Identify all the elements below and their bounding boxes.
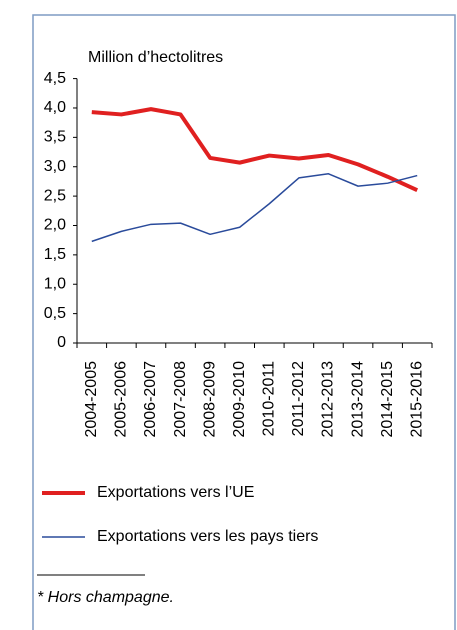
footnote: * Hors champagne. xyxy=(37,589,174,606)
x-tick-label: 2011-2012 xyxy=(290,361,307,436)
y-tick-label: 4,5 xyxy=(44,70,66,87)
x-tick-label: 2006-2007 xyxy=(142,361,159,438)
y-tick-label: 2,0 xyxy=(44,217,66,234)
x-tick-label: 2010-2011 xyxy=(261,361,278,436)
y-tick-label: 3,0 xyxy=(44,158,66,175)
x-tick-label: 2015-2016 xyxy=(408,361,425,438)
y-tick-label: 0 xyxy=(57,334,66,351)
x-tick-label: 2005-2006 xyxy=(113,361,130,438)
frame xyxy=(32,14,456,630)
y-axis-label: Million d’hectolitres xyxy=(88,49,223,66)
y-tick-label: 1,5 xyxy=(44,246,66,263)
x-tick-label: 2014-2015 xyxy=(379,361,396,438)
y-tick-label: 4,0 xyxy=(44,99,66,116)
y-tick-label: 2,5 xyxy=(44,187,66,204)
y-tick-label: 0,5 xyxy=(44,305,66,322)
x-tick-label: 2012-2013 xyxy=(320,361,337,438)
legend-label: Exportations vers l’UE xyxy=(97,484,254,501)
x-tick-label: 2008-2009 xyxy=(201,361,218,438)
y-tick-label: 1,0 xyxy=(44,275,66,292)
y-tick-label: 3,5 xyxy=(44,129,66,146)
x-tick-label: 2009-2010 xyxy=(231,361,248,438)
legend-label: Exportations vers les pays tiers xyxy=(97,528,318,545)
series-line xyxy=(91,173,418,243)
x-tick-label: 2004-2005 xyxy=(83,361,100,438)
x-tick-label: 2007-2008 xyxy=(172,361,189,438)
series-line xyxy=(91,107,419,193)
x-tick-label: 2013-2014 xyxy=(349,361,366,438)
